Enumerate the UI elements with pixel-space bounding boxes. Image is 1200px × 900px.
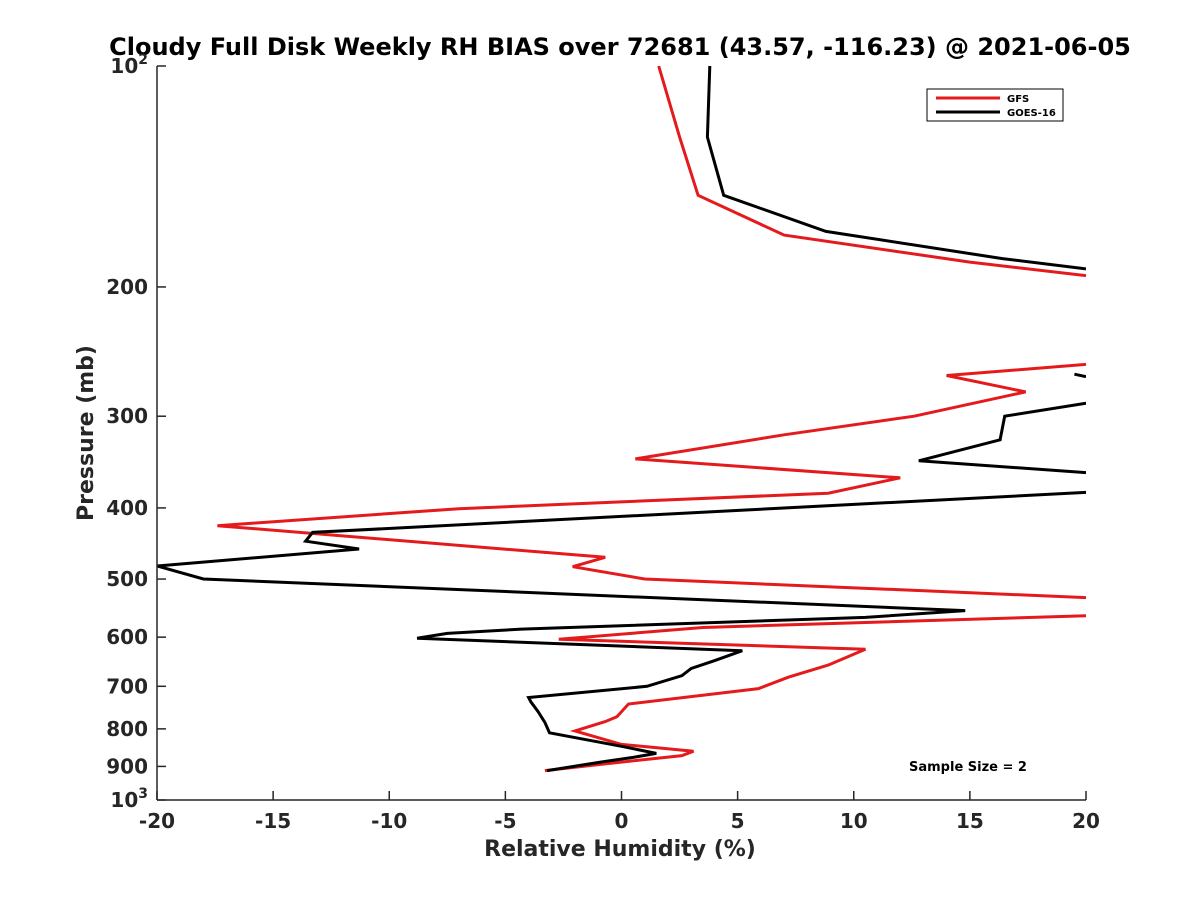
y-tick-label: 800 [106,717,148,741]
series-line-1 [157,66,1086,773]
plot-background [157,66,1086,800]
x-tick-label: -5 [494,809,516,833]
y-tick-label: 900 [106,754,148,778]
y-axis: 102 200 300 400 500 600 700 800 900 103 [106,52,166,812]
x-tick-label: 0 [615,809,629,833]
y-axis-label: Pressure (mb) [74,345,99,521]
y-tick-label: 200 [106,275,148,299]
y-tick-label: 600 [106,625,148,649]
x-tick-label: 5 [731,809,745,833]
x-tick-label: 10 [840,809,868,833]
y-tick-label: 700 [106,674,148,698]
x-tick-label: -15 [255,809,291,833]
series-line-0 [217,66,1086,773]
x-axis: -20 -15 -10 -5 0 5 10 15 20 [139,791,1100,833]
chart-title: Cloudy Full Disk Weekly RH BIAS over 726… [109,33,1131,61]
y-tick-label: 400 [106,496,148,520]
y-tick-label: 300 [106,404,148,428]
x-tick-label: 15 [956,809,984,833]
y-tick-label: 103 [110,786,148,812]
x-tick-label: -10 [371,809,407,833]
x-tick-label: -20 [139,809,175,833]
legend-box [926,88,1064,122]
plot-area [156,66,1086,801]
sample-size-annotation: Sample Size = 2 [909,760,1027,775]
legend: GFS GOES-16 [926,88,1064,122]
legend-label: GFS [1007,94,1029,105]
y-tick-label: 500 [106,567,148,591]
y-tick-label: 102 [110,52,148,78]
legend-label: GOES-16 [1007,108,1056,119]
x-axis-label: Relative Humidity (%) [484,837,756,862]
x-tick-label: 20 [1072,809,1100,833]
